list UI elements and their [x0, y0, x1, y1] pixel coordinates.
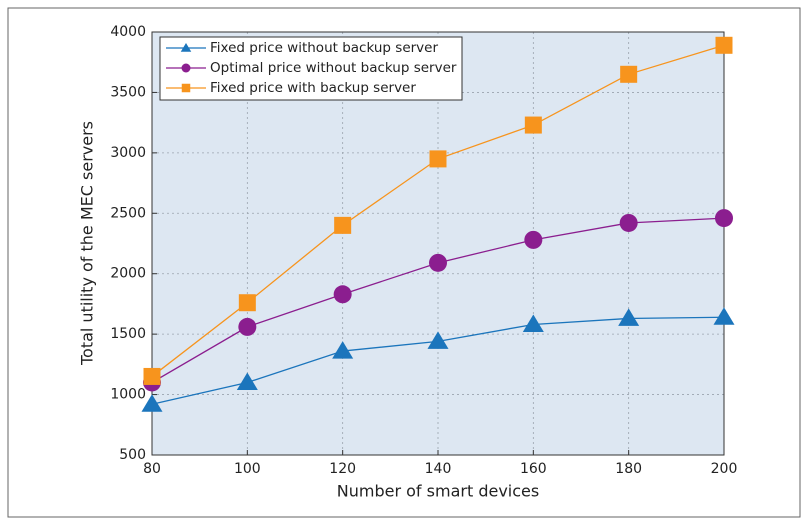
y-tick-label: 3500: [110, 84, 146, 100]
marker: [713, 307, 735, 325]
marker: [141, 394, 163, 412]
marker: [181, 63, 191, 73]
marker: [181, 83, 191, 93]
marker: [236, 372, 258, 390]
x-tick-label: 180: [615, 461, 642, 477]
marker: [620, 65, 638, 83]
marker: [618, 308, 640, 326]
x-tick-label: 80: [143, 461, 161, 477]
x-tick-label: 140: [425, 461, 452, 477]
marker: [333, 285, 352, 304]
y-axis-label: Total utility of the MEC servers: [78, 121, 97, 366]
marker: [429, 253, 447, 272]
marker: [715, 36, 733, 54]
y-tick-label: 2500: [110, 205, 146, 221]
x-tick-label: 120: [329, 461, 356, 477]
legend-label: Fixed price without backup server: [210, 40, 438, 56]
y-tick-label: 4000: [110, 24, 146, 40]
y-tick-label: 1000: [110, 387, 146, 403]
legend-label: Optimal price without backup server: [210, 60, 457, 76]
marker: [715, 209, 733, 228]
y-tick-label: 500: [119, 447, 146, 463]
marker: [143, 367, 161, 385]
y-tick-label: 3000: [110, 145, 146, 161]
marker: [238, 294, 256, 312]
plot-border: [151, 31, 725, 456]
marker: [332, 341, 354, 359]
x-tick-label: 160: [520, 461, 547, 477]
marker: [238, 317, 257, 336]
x-axis-label: Number of smart devices: [337, 482, 539, 501]
y-tick-label: 1500: [110, 326, 146, 342]
y-tick-label: 2000: [110, 266, 146, 282]
x-tick-label: 200: [711, 461, 738, 477]
marker: [180, 43, 192, 52]
x-tick-label: 100: [234, 461, 261, 477]
legend-label: Fixed price with backup server: [210, 80, 416, 96]
marker: [522, 314, 544, 332]
marker: [429, 150, 447, 168]
legend-box: [159, 36, 463, 101]
marker: [524, 116, 542, 134]
marker: [427, 331, 449, 349]
marker: [619, 213, 638, 232]
marker: [334, 216, 352, 234]
marker: [524, 230, 543, 249]
